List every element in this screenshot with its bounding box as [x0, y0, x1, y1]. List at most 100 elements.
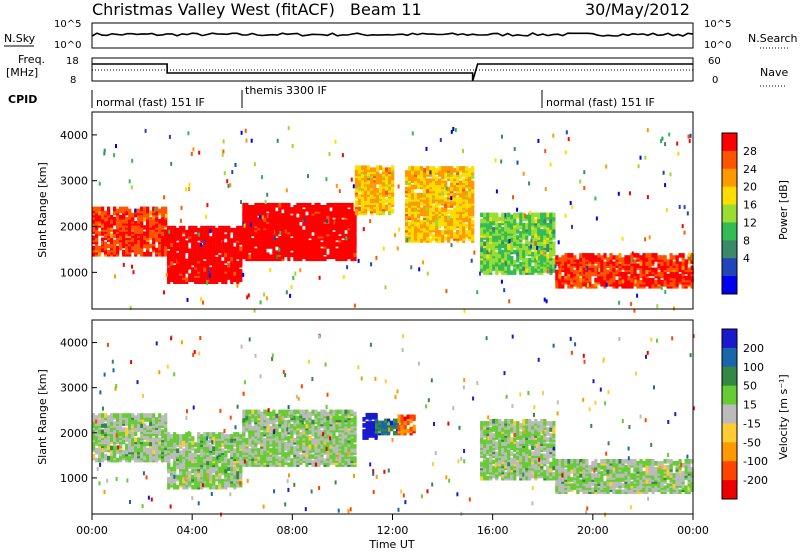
heatmap-speckle — [397, 184, 400, 189]
heatmap-cell — [672, 271, 676, 277]
heatmap-speckle — [660, 139, 662, 143]
heatmap-cell — [510, 243, 514, 249]
heatmap-cell — [606, 257, 610, 262]
heatmap-speckle — [222, 139, 225, 144]
heatmap-speckle — [630, 258, 633, 263]
heatmap-cell — [239, 444, 243, 449]
heatmap-cell — [293, 217, 297, 222]
heatmap-cell — [134, 235, 138, 241]
heatmap-cell — [504, 255, 508, 261]
heatmap-cell — [489, 253, 493, 259]
heatmap-cell — [173, 238, 177, 243]
heatmap-cell — [257, 448, 261, 453]
heatmap-cell — [206, 225, 210, 231]
heatmap-cell — [287, 215, 291, 220]
heatmap-cell — [350, 217, 354, 222]
heatmap-cell — [320, 242, 324, 247]
heatmap-cell — [110, 214, 114, 220]
heatmap-cell — [651, 284, 655, 289]
heatmap-cell — [92, 206, 96, 212]
heatmap-cell — [444, 230, 448, 235]
heatmap-cell — [317, 202, 321, 208]
heatmap-speckle — [278, 247, 281, 252]
heatmap-cell — [230, 275, 234, 280]
heatmap-cell — [125, 443, 129, 449]
heatmap-cell — [388, 210, 392, 216]
heatmap-cell — [92, 219, 96, 224]
heatmap-cell — [140, 443, 144, 449]
heatmap-cell — [185, 464, 189, 470]
heatmap-cell — [450, 166, 454, 171]
heatmap-cell — [119, 427, 123, 432]
heatmap-cell — [188, 273, 192, 278]
heatmap-cell — [212, 432, 216, 437]
heatmap-cell — [278, 217, 282, 222]
heatmap-cell — [540, 255, 544, 261]
heatmap-cell — [179, 225, 183, 231]
freq-right-tick-top: 60 — [708, 56, 721, 67]
heatmap-cell — [666, 273, 670, 279]
heatmap-cell — [429, 238, 433, 243]
heatmap-cell — [116, 239, 120, 245]
cpid-segment-1: normal (fast) 151 IF — [96, 96, 205, 109]
heatmap-cell — [480, 251, 484, 257]
heatmap-cell — [242, 417, 246, 423]
heatmap-cell — [257, 452, 261, 457]
heatmap-cell — [272, 252, 276, 257]
heatmap-cell — [209, 476, 213, 482]
heatmap-cell — [338, 215, 342, 220]
heatmap-cell — [675, 282, 679, 287]
heatmap-cell — [209, 256, 213, 262]
heatmap-cell — [248, 423, 252, 429]
heatmap-cell — [354, 210, 359, 216]
heatmap-cell — [453, 168, 457, 173]
heatmap-speckle — [190, 151, 193, 156]
heatmap-cell — [645, 282, 649, 287]
heatmap-cell — [367, 165, 371, 170]
heatmap-cell — [131, 433, 135, 439]
heatmap-cell — [203, 225, 207, 231]
heatmap-cell — [134, 455, 138, 461]
heatmap-cell — [370, 181, 374, 187]
heatmap-cell — [414, 221, 418, 227]
heatmap-cell — [510, 270, 514, 275]
heatmap-speckle — [411, 131, 414, 136]
heatmap-cell — [543, 257, 547, 263]
heatmap-cell — [131, 413, 135, 418]
heatmap-cell — [287, 219, 291, 224]
heatmap-cell — [335, 227, 339, 233]
heatmap-cell — [263, 256, 267, 262]
heatmap-cell — [236, 225, 240, 231]
heatmap-cell — [209, 260, 213, 266]
heatmap-cell — [388, 198, 392, 203]
heatmap-speckle — [335, 183, 338, 188]
heatmap-cell — [357, 200, 362, 205]
heatmap-cell — [510, 214, 514, 220]
heatmap-cell — [495, 237, 499, 242]
heatmap-cell — [341, 256, 345, 262]
heatmap-cell — [522, 270, 526, 275]
heatmap-cell — [423, 174, 427, 179]
nave-label: Nave — [760, 66, 788, 79]
heatmap-speckle — [661, 136, 664, 141]
heatmap-cell — [666, 279, 670, 285]
heatmap-speckle — [243, 223, 246, 228]
heatmap-cell — [254, 211, 258, 216]
heatmap-cell — [540, 268, 544, 273]
heatmap-cell — [420, 223, 424, 229]
noise-sky-trace — [91, 32, 694, 37]
heatmap-cell — [185, 442, 189, 447]
heatmap-cell — [672, 255, 676, 260]
heatmap-speckle — [168, 229, 171, 234]
heatmap-cell — [272, 207, 276, 212]
heatmap-cell — [158, 427, 162, 432]
heatmap-cell — [681, 253, 685, 258]
heatmap-speckle — [530, 244, 532, 249]
heatmap-speckle — [664, 142, 667, 147]
heatmap-cell — [212, 468, 216, 474]
heatmap-speckle — [285, 188, 288, 193]
heatmap-cell — [364, 165, 368, 170]
heatmap-cell — [417, 166, 421, 171]
heatmap-cell — [194, 277, 198, 282]
